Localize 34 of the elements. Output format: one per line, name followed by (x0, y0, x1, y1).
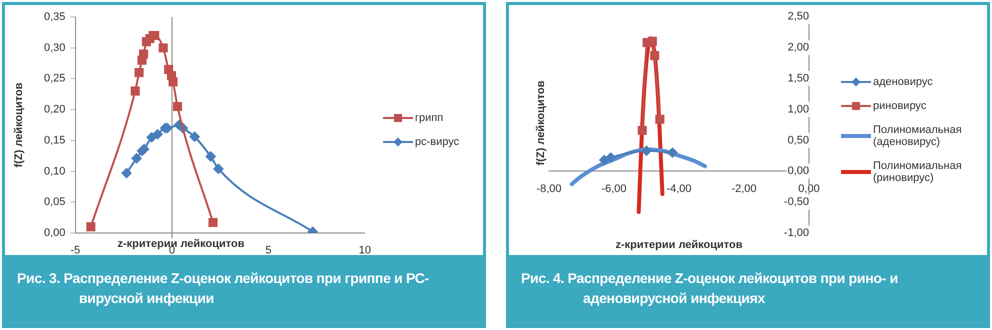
y-tick-label: -1,00 (784, 227, 809, 240)
y-tick-label: 1,50 (788, 72, 809, 84)
y-tick-label: 0,30 (44, 42, 66, 54)
legend-label: аденовирус (873, 76, 933, 88)
y-tick-label: 0,00 (788, 165, 809, 178)
y-tick-label: 1,00 (788, 103, 809, 116)
x-tick-label: 10 (358, 244, 372, 257)
legend-label: Полиномиальная (аденовирус) (873, 124, 963, 148)
legend-label: рс-вирус (415, 136, 460, 148)
y-tick-label: 0,05 (44, 196, 66, 208)
x-tick-label: 5 (265, 244, 272, 257)
x-axis-title: z-критерии лейкоцитов (615, 239, 743, 251)
y-axis-title: f(Z) лейкоцитов (535, 80, 547, 166)
y-tick-label: 0,00 (44, 227, 66, 240)
legend-label: риновирус (873, 100, 926, 112)
y-tick-label: 0,10 (44, 165, 66, 178)
x-tick-label: -2,00 (731, 182, 757, 195)
y-tick-label: 0,15 (44, 134, 66, 146)
y-axis-title: f(Z) лейкоцитов (13, 82, 25, 168)
y-tick-label: 0,50 (788, 134, 809, 146)
legend-label: Полиномиальная (риновирус) (873, 160, 963, 184)
y-tick-label: 2,50 (788, 10, 809, 23)
text: Рис. 4. Распределение Z-оценок лейкоцитов при рино- и аденовирусной инфекциях (509, 255, 987, 325)
y-tick-label: 2,00 (788, 42, 809, 54)
x-tick-label: -4,00 (666, 182, 692, 195)
y-tick-label: -0,50 (784, 196, 809, 208)
text: Рис. 3. Распределение Z-оценок лейкоцитов при гриппе и РС-вирусной инфекции (5, 255, 483, 325)
y-tick-label: 0,20 (44, 104, 66, 116)
y-tick-label: 0,35 (44, 11, 66, 24)
legend-label: грипп (415, 112, 444, 124)
x-tick-label: -6,00 (601, 182, 627, 195)
y-tick-label: 0,25 (44, 72, 66, 85)
x-tick-label: -8,00 (536, 182, 562, 195)
x-tick-label: -5 (70, 244, 80, 257)
